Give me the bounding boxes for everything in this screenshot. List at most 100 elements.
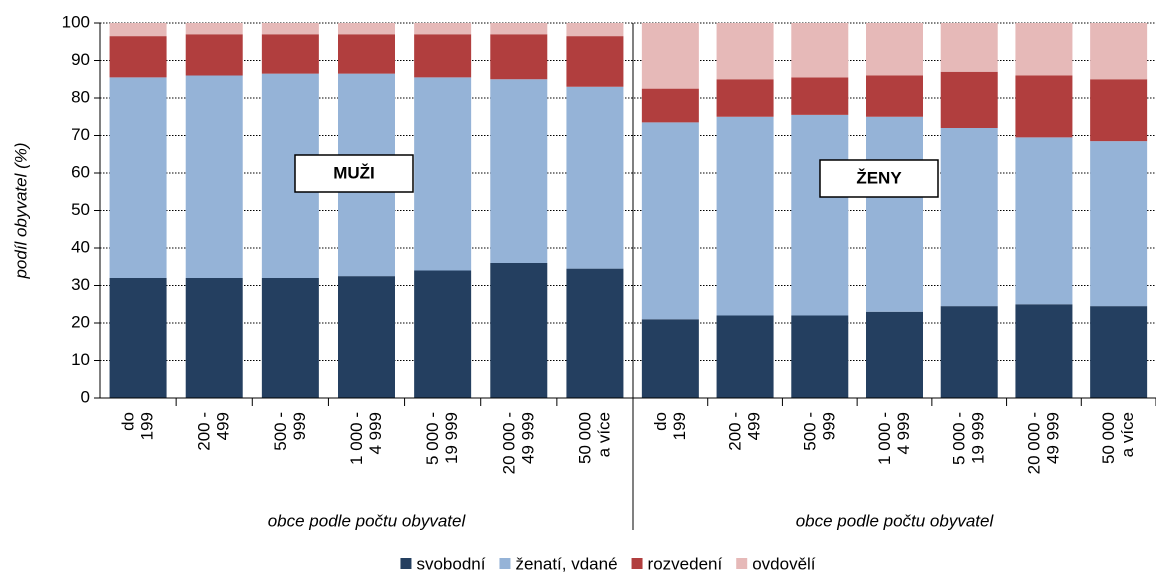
- bar-segment: [1015, 137, 1073, 305]
- legend-swatch: [631, 558, 643, 569]
- bar-segment: [716, 79, 774, 117]
- bar-segment: [1015, 75, 1073, 138]
- bar-segment: [1090, 79, 1148, 142]
- bar-segment: [866, 23, 923, 76]
- panel-label: ŽENY: [856, 168, 902, 187]
- legend-label: svobodní: [416, 554, 485, 573]
- x-tick-label: 200 -: [195, 412, 214, 451]
- bar-segment: [866, 116, 923, 312]
- y-tick-label: 60: [71, 162, 90, 181]
- legend-label: ženatí, vdané: [515, 554, 617, 573]
- x-axis-label: obce podle počtu obyvatel: [796, 511, 995, 530]
- bar-segment: [261, 278, 319, 398]
- x-tick-label: 5 000 -: [950, 412, 969, 465]
- bar-segment: [109, 278, 167, 398]
- x-tick-label: 1 000 -: [347, 412, 366, 465]
- x-tick-label: 199: [138, 412, 157, 440]
- bar-segment: [490, 34, 548, 80]
- x-tick-label: 999: [290, 412, 309, 440]
- bar-segment: [1090, 141, 1148, 307]
- bar-segment: [791, 114, 849, 316]
- bar-segment: [566, 86, 624, 269]
- bar-segment: [791, 77, 849, 115]
- legend-label: rozvedení: [648, 554, 723, 573]
- bar-segment: [641, 319, 699, 398]
- legend: svobodní ženatí, vdané rozvedení ovdovělí: [400, 554, 816, 573]
- bar-segment: [185, 75, 243, 278]
- legend-swatch: [400, 558, 412, 569]
- bar-segment: [414, 23, 472, 35]
- bar-segment: [940, 306, 998, 398]
- x-tick-label: 499: [214, 412, 233, 440]
- bar-segment: [490, 23, 548, 35]
- y-tick-label: 0: [81, 387, 90, 406]
- bar-segment: [109, 77, 167, 278]
- bar-segment: [866, 75, 923, 117]
- x-tick-label: 5 000 -: [423, 412, 442, 465]
- bar-segment: [185, 278, 243, 398]
- x-tick-label: 500 -: [271, 412, 290, 451]
- panel-label-box: [294, 154, 414, 193]
- bar-segment: [261, 23, 319, 35]
- x-tick-label: 4 999: [894, 412, 913, 455]
- x-tick-label: 4 999: [366, 412, 385, 455]
- x-tick-label: a více: [1118, 412, 1137, 457]
- bar-segment: [641, 23, 699, 89]
- x-tick-label: 199: [670, 412, 689, 440]
- bar-segment: [716, 23, 774, 80]
- x-tick-label: 20 000 -: [499, 412, 518, 474]
- legend-swatch: [736, 558, 748, 569]
- x-tick-label: 19 999: [442, 412, 461, 464]
- x-tick-label: 999: [819, 412, 838, 440]
- x-axis-label: obce podle počtu obyvatel: [268, 511, 467, 530]
- y-tick-label: 100: [62, 12, 90, 31]
- x-tick-label: 49 999: [518, 412, 537, 464]
- bar-segment: [1015, 304, 1073, 398]
- bar-segment: [791, 315, 849, 398]
- x-tick-label: 19 999: [969, 412, 988, 464]
- y-tick-label: 80: [71, 87, 90, 106]
- x-tick-label: 49 999: [1043, 412, 1062, 464]
- y-tick-label: 30: [71, 275, 90, 294]
- legend-label: ovdovělí: [752, 554, 816, 573]
- bar-segment: [414, 270, 472, 398]
- y-tick-label: 40: [71, 237, 90, 256]
- bar-segment: [490, 263, 548, 398]
- x-tick-label: a více: [594, 412, 613, 457]
- bar-segment: [414, 77, 472, 271]
- x-tick-label: do: [119, 412, 138, 431]
- bar-segment: [1090, 306, 1148, 398]
- x-tick-label: 50 000: [1099, 412, 1118, 464]
- x-tick-label: 500 -: [800, 412, 819, 451]
- bar-segment: [940, 128, 998, 307]
- bar-segment: [791, 23, 849, 78]
- x-tick-label: 499: [745, 412, 764, 440]
- x-tick-label: do: [651, 412, 670, 431]
- y-tick-label: 90: [71, 50, 90, 69]
- bar-segment: [566, 268, 624, 398]
- x-tick-label: 20 000 -: [1024, 412, 1043, 474]
- bar-segment: [716, 116, 774, 316]
- bar-segment: [716, 315, 774, 398]
- y-tick-label: 70: [71, 125, 90, 144]
- bar-segment: [109, 36, 167, 78]
- panel-label-box: [819, 159, 939, 198]
- bar-segment: [338, 23, 395, 35]
- x-tick-label: 1 000 -: [875, 412, 894, 465]
- x-tick-label: 50 000: [575, 412, 594, 464]
- bar-segment: [490, 79, 548, 263]
- y-tick-label: 20: [71, 312, 90, 331]
- bar-segment: [566, 23, 624, 37]
- x-tick-label: 200 -: [726, 412, 745, 451]
- bar-segment: [566, 36, 624, 87]
- bar-segment: [1015, 23, 1073, 76]
- legend-swatch: [499, 558, 511, 569]
- bar-segment: [940, 23, 998, 72]
- bar-segment: [940, 71, 998, 128]
- bar-segment: [185, 23, 243, 35]
- bar-segment: [261, 34, 319, 74]
- bar-segment: [641, 88, 699, 123]
- bar-segment: [641, 122, 699, 320]
- y-tick-label: 50: [71, 200, 90, 219]
